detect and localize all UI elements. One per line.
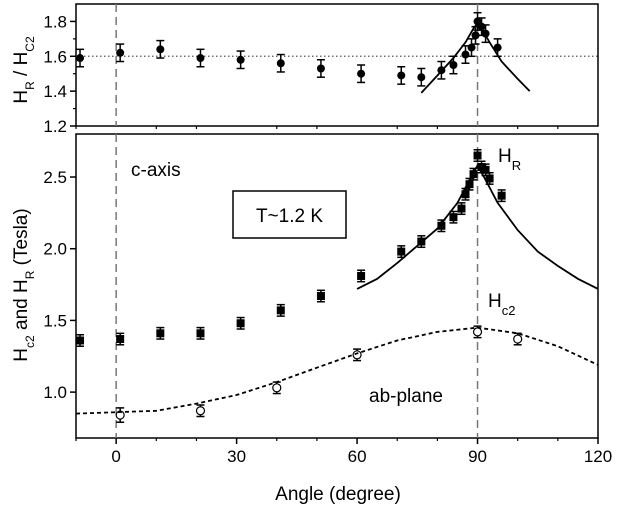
data-point xyxy=(461,190,470,199)
hc2-label: Hc2 xyxy=(488,291,515,318)
y-tick-label: 1.5 xyxy=(43,311,67,330)
data-group xyxy=(76,11,531,94)
data-point xyxy=(437,221,446,230)
hr-label-sub: R xyxy=(512,158,521,173)
data-point xyxy=(472,327,483,337)
x-tick-label: 60 xyxy=(348,447,367,466)
data-point xyxy=(276,59,285,68)
hr-label-main: H xyxy=(498,146,512,167)
fit-curve-dashed xyxy=(76,326,598,415)
data-point xyxy=(116,48,125,57)
data-point xyxy=(272,383,282,393)
fit-curve-solid xyxy=(420,21,531,94)
top-panel: 1.2 1.4 1.6 1.8 xyxy=(43,3,599,136)
x-tick-label: 90 xyxy=(468,447,487,466)
plot-frame xyxy=(75,133,599,439)
data-point xyxy=(352,350,362,360)
y-tick-label: 1.2 xyxy=(43,117,67,136)
plot-frame xyxy=(75,3,599,127)
data-point xyxy=(461,50,470,59)
x-tick-label: 0 xyxy=(111,447,120,466)
top-ylabel: HR / HC2 xyxy=(11,36,37,104)
data-point xyxy=(196,329,205,338)
bottom-panel: 1.0 1.5 2.0 2.5 0 30 60 90 120 xyxy=(43,133,612,466)
data-point xyxy=(467,43,476,52)
y-tick-label: 1.6 xyxy=(43,47,67,66)
temperature-box xyxy=(232,190,347,239)
data-point xyxy=(115,410,125,420)
data-point xyxy=(449,61,458,69)
data-point xyxy=(236,319,245,328)
data-point xyxy=(497,191,506,200)
data-point xyxy=(481,165,490,174)
hc2-label-main: H xyxy=(488,291,502,312)
data-point xyxy=(477,162,486,171)
fit-curve-solid xyxy=(356,163,598,290)
data-point xyxy=(465,180,474,189)
data-point xyxy=(195,406,206,416)
y-tick-label: 1.0 xyxy=(43,383,67,402)
data-point xyxy=(357,271,366,280)
bottom-ylabel: Hc2 and HR (Tesla) xyxy=(11,208,37,361)
data-point xyxy=(473,151,482,160)
data-point xyxy=(417,73,426,82)
data-point xyxy=(76,54,85,63)
data-point xyxy=(156,329,165,338)
data-point xyxy=(76,336,85,345)
data-point xyxy=(116,335,125,344)
y-tick-label: 1.4 xyxy=(43,82,67,101)
data-group xyxy=(76,149,598,423)
data-point xyxy=(236,55,245,64)
data-point xyxy=(156,45,165,54)
hr-label: HR xyxy=(498,146,521,173)
data-point xyxy=(457,204,466,213)
data-point xyxy=(485,174,494,183)
y-tick-label: 2.0 xyxy=(43,240,67,259)
y-tick-label: 2.5 xyxy=(43,168,67,187)
data-point xyxy=(357,69,366,78)
temperature-label: T~1.2 K xyxy=(256,206,323,227)
data-point xyxy=(397,71,406,80)
c-axis-label: c-axis xyxy=(131,160,181,181)
ab-plane-label: ab-plane xyxy=(369,386,443,407)
data-point xyxy=(471,31,480,40)
x-axis-title: Angle (degree) xyxy=(275,484,401,505)
data-point xyxy=(397,247,406,256)
hc2-label-sub: c2 xyxy=(502,303,516,318)
data-point xyxy=(276,306,285,315)
data-point xyxy=(449,213,458,222)
data-point xyxy=(513,334,523,344)
y-tick-label: 1.8 xyxy=(43,12,67,31)
data-point xyxy=(493,43,502,52)
x-tick-label: 120 xyxy=(584,447,612,466)
x-tick-label: 30 xyxy=(227,447,246,466)
data-point xyxy=(316,292,325,301)
data-point xyxy=(196,54,205,63)
data-point xyxy=(316,64,325,73)
